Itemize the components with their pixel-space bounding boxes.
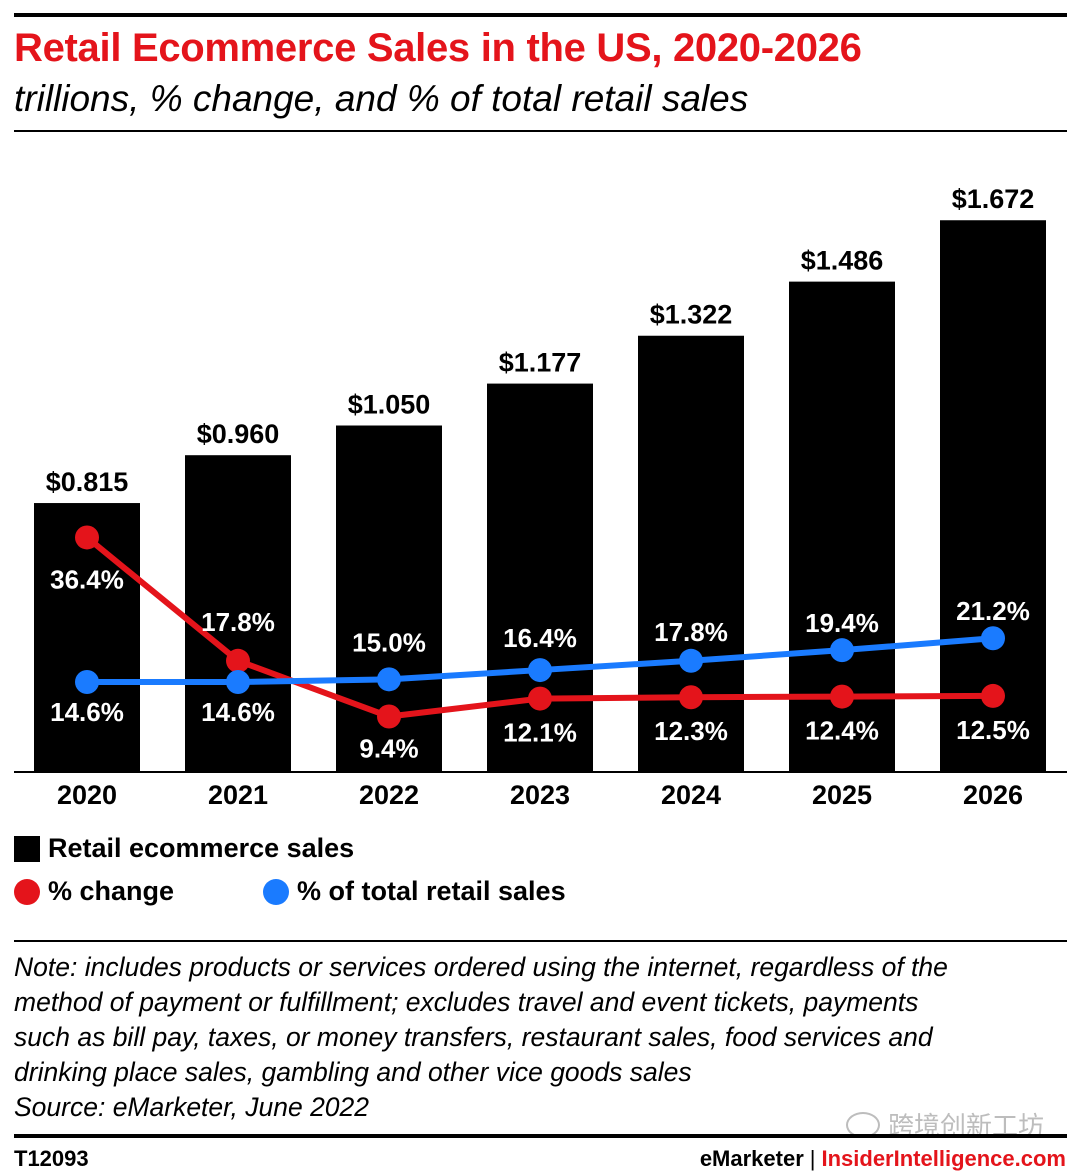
point-label: 12.5% (956, 715, 1030, 745)
note-line: method of payment or fulfillment; exclud… (14, 987, 919, 1017)
bar-value-label: $1.177 (499, 348, 582, 378)
brand-insider-intelligence: InsiderIntelligence.com (821, 1146, 1066, 1171)
point-label: 9.4% (359, 733, 418, 763)
series-point (226, 670, 250, 694)
series-point (830, 684, 854, 709)
point-label: 12.4% (805, 716, 879, 746)
chart-plot: $0.815 $0.960 $1.050 $1.177 $1.322 $1.486 $1.6… (14, 184, 1067, 810)
legend-swatch-bars (14, 835, 40, 862)
legend-item-bars: Retail ecommerce sales (14, 833, 354, 864)
x-tick-label: 2026 (963, 780, 1023, 810)
series-point (75, 525, 99, 550)
series-point (226, 648, 250, 673)
legend-label-bars: Retail ecommerce sales (48, 833, 355, 863)
source-line: Source: eMarketer, June 2022 (14, 1092, 370, 1122)
point-label: 12.3% (654, 716, 728, 746)
legend-item-share: % of total retail sales (263, 876, 566, 907)
point-label: 36.4% (50, 564, 124, 594)
note-line: Note: includes products or services orde… (14, 952, 948, 982)
bar (940, 220, 1046, 772)
bar-value-label: $0.960 (197, 419, 280, 449)
note-rule (14, 940, 1067, 942)
series-point (830, 638, 854, 663)
series-point (377, 667, 401, 692)
point-label: 17.8% (201, 607, 275, 637)
bar-value-label: $1.672 (952, 184, 1035, 214)
x-tick-label: 2025 (812, 780, 872, 810)
series-point (679, 685, 703, 710)
top-rule (14, 13, 1067, 17)
series-point (75, 670, 99, 694)
legend-label-share: % of total retail sales (297, 876, 566, 906)
x-tick-label: 2021 (208, 780, 268, 810)
chart-subtitle: trillions, % change, and % of total reta… (14, 78, 749, 119)
bar-value-label: $1.322 (650, 300, 733, 330)
series-point (981, 626, 1005, 651)
series-point (981, 683, 1005, 708)
bar (185, 455, 291, 772)
point-label: 19.4% (805, 608, 879, 638)
legend-label-change: % change (48, 876, 175, 906)
bar-value-label: $0.815 (46, 467, 129, 497)
chart-note: Note: includes products or services orde… (14, 950, 1064, 1125)
x-tick-label: 2020 (57, 780, 117, 810)
note-line: such as bill pay, taxes, or money transf… (14, 1022, 933, 1052)
bar-value-label: $1.486 (801, 246, 884, 276)
bar (487, 383, 593, 772)
point-label: 17.8% (654, 617, 728, 647)
chart-id: T12093 (14, 1146, 89, 1171)
brand-separator: | (809, 1146, 816, 1171)
bar-value-label: $1.050 (348, 390, 431, 420)
point-label: 15.0% (352, 627, 426, 657)
legend-item-change: % change (14, 876, 174, 907)
point-label: 14.6% (201, 697, 275, 727)
series-point (528, 686, 552, 711)
note-line: drinking place sales, gambling and other… (14, 1057, 692, 1087)
point-label: 14.6% (50, 697, 124, 727)
series-point (679, 648, 703, 673)
point-label: 12.1% (503, 718, 577, 748)
chart-title: Retail Ecommerce Sales in the US, 2020-2… (14, 26, 862, 70)
legend-swatch-change (14, 878, 40, 905)
header-rule (14, 130, 1067, 132)
point-label: 16.4% (503, 623, 577, 653)
footer-rule (14, 1134, 1067, 1138)
x-tick-label: 2022 (359, 780, 419, 810)
point-label: 21.2% (956, 596, 1030, 626)
brand-footer: eMarketer | InsiderIntelligence.com (700, 1146, 1066, 1172)
series-point (528, 658, 552, 683)
series-point (377, 704, 401, 729)
x-tick-label: 2023 (510, 780, 570, 810)
x-tick-label: 2024 (661, 780, 721, 810)
legend-swatch-share (263, 878, 289, 905)
brand-emarketer: eMarketer (699, 1146, 804, 1171)
